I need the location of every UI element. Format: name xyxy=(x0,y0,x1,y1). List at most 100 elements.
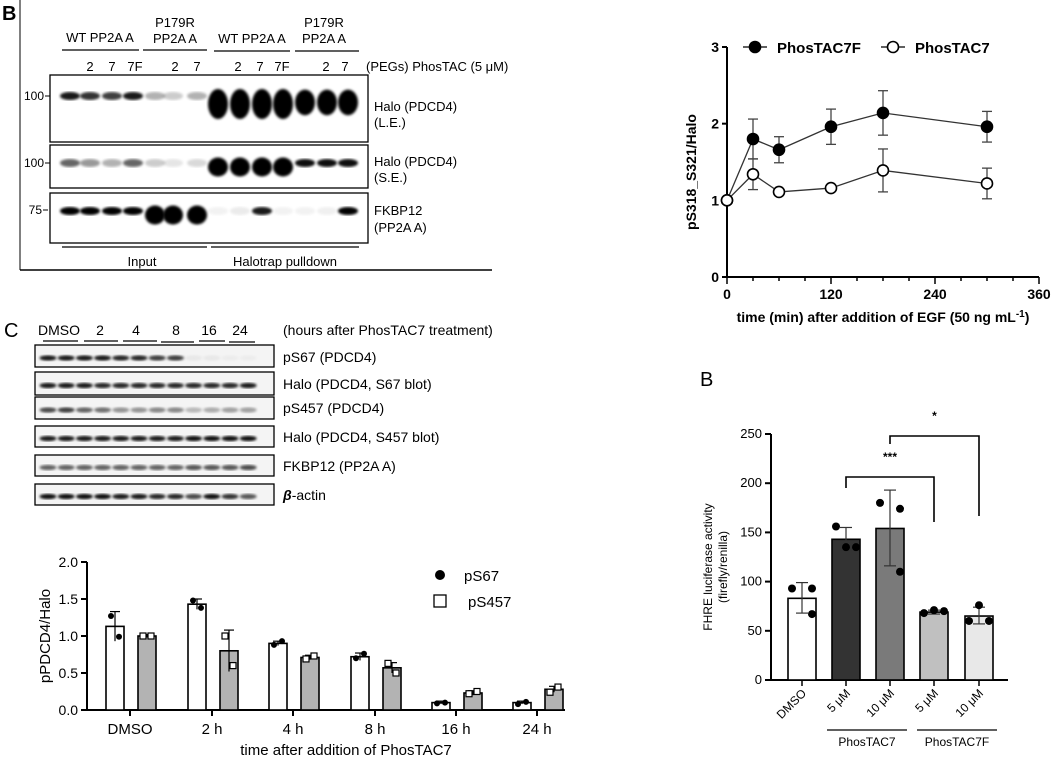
y-tick-label: 1.5 xyxy=(59,591,79,607)
data-point xyxy=(229,661,237,670)
group-label: PhosTAC7 xyxy=(838,735,895,749)
legend-marker xyxy=(748,40,762,54)
protein-band xyxy=(39,382,57,389)
panel-c-blot: C DMSO 2 4 8 16 24 (hours after PhosTAC7… xyxy=(4,320,493,506)
protein-band xyxy=(75,355,93,361)
protein-band xyxy=(203,493,221,500)
protein-band xyxy=(239,382,257,389)
lane-label: 7F xyxy=(274,59,289,74)
protein-band xyxy=(295,159,315,167)
data-point xyxy=(473,687,481,696)
protein-band xyxy=(60,207,80,215)
group-label: PP2A A xyxy=(153,31,197,46)
protein-band xyxy=(338,207,358,215)
bar xyxy=(964,615,994,681)
blot-header: (hours after PhosTAC7 treatment) xyxy=(283,322,493,338)
x-tick-label: DMSO xyxy=(108,721,153,738)
data-point xyxy=(554,683,562,691)
protein-band xyxy=(295,89,315,116)
protein-band xyxy=(185,382,203,389)
bar-pS67 xyxy=(350,655,370,711)
protein-band xyxy=(203,382,221,389)
lane-label: 7 xyxy=(193,59,200,74)
timepoint-label: 24 xyxy=(232,322,248,338)
y-axis-label: pPDCD4/Halo xyxy=(37,589,54,683)
protein-band xyxy=(221,493,239,500)
mw-marker: 100 xyxy=(24,89,44,103)
protein-band xyxy=(102,207,122,215)
data-point xyxy=(361,650,367,657)
legend-marker xyxy=(886,40,900,54)
protein-band xyxy=(80,207,100,215)
protein-band xyxy=(148,464,166,471)
data-point xyxy=(310,652,318,660)
protein-band xyxy=(166,435,184,442)
protein-band xyxy=(123,207,143,215)
protein-band xyxy=(39,355,57,361)
protein-band xyxy=(80,159,100,167)
data-point xyxy=(353,655,359,662)
protein-band xyxy=(130,464,148,471)
protein-band xyxy=(338,89,358,116)
significance-bracket xyxy=(845,476,935,522)
protein-band xyxy=(57,464,75,471)
protein-band xyxy=(230,157,250,177)
mw-marker: 75 xyxy=(29,203,43,217)
protein-band xyxy=(123,92,143,100)
protein-band xyxy=(39,464,57,471)
section-label: Halotrap pulldown xyxy=(233,254,337,269)
protein-band xyxy=(203,407,221,413)
significance-bracket xyxy=(889,435,980,516)
data-point-PhosTAC7F xyxy=(824,120,838,134)
protein-band xyxy=(57,493,75,500)
protein-band xyxy=(230,89,250,119)
y-tick-label: 0.5 xyxy=(59,665,79,681)
data-point xyxy=(788,584,796,593)
blot-label-actin: β-actin xyxy=(282,487,326,503)
data-point-PhosTAC7F xyxy=(980,120,994,134)
protein-band xyxy=(112,407,130,413)
protein-band xyxy=(60,159,80,167)
x-tick-label: 360 xyxy=(1027,286,1051,302)
blot-label: pS457 (PDCD4) xyxy=(283,400,384,416)
data-point xyxy=(139,632,147,640)
protein-band xyxy=(203,355,221,361)
protein-band xyxy=(239,464,257,471)
protein-band xyxy=(75,464,93,471)
timepoint-label: 2 xyxy=(96,322,104,338)
protein-band xyxy=(185,355,203,361)
protein-band xyxy=(75,382,93,389)
x-axis-label: time (min) after addition of EGF (50 ng … xyxy=(737,309,1030,325)
y-tick-label: 0 xyxy=(755,672,762,687)
protein-band xyxy=(112,382,130,389)
protein-band xyxy=(166,382,184,389)
significance-label: *** xyxy=(883,450,897,464)
protein-band xyxy=(112,464,130,471)
protein-band xyxy=(222,355,239,360)
data-point xyxy=(116,633,122,640)
protein-band xyxy=(166,407,184,413)
beta-symbol: β xyxy=(282,487,292,503)
group-label: WT PP2A A xyxy=(66,30,134,45)
bar-pS457 xyxy=(137,635,157,711)
lane-label: 7 xyxy=(108,59,115,74)
series-line-PhosTAC7F xyxy=(726,112,988,201)
protein-band xyxy=(273,89,293,119)
protein-band xyxy=(94,493,112,500)
legend-marker xyxy=(435,570,445,580)
x-tick-label: 5 μM xyxy=(912,686,941,715)
data-point-PhosTAC7 xyxy=(720,194,734,207)
protein-band xyxy=(187,159,207,167)
protein-band xyxy=(148,407,166,413)
panel-label: B xyxy=(700,369,713,391)
x-tick-label: 24 h xyxy=(522,721,551,738)
y-tick-label: 200 xyxy=(740,475,762,490)
protein-band xyxy=(295,207,315,215)
protein-band xyxy=(187,205,207,225)
protein-band xyxy=(208,207,228,215)
protein-band xyxy=(148,382,166,389)
group-label: P179R xyxy=(304,15,344,30)
x-tick-label: 5 μM xyxy=(824,686,853,715)
data-point xyxy=(896,567,904,576)
protein-band xyxy=(94,464,112,471)
